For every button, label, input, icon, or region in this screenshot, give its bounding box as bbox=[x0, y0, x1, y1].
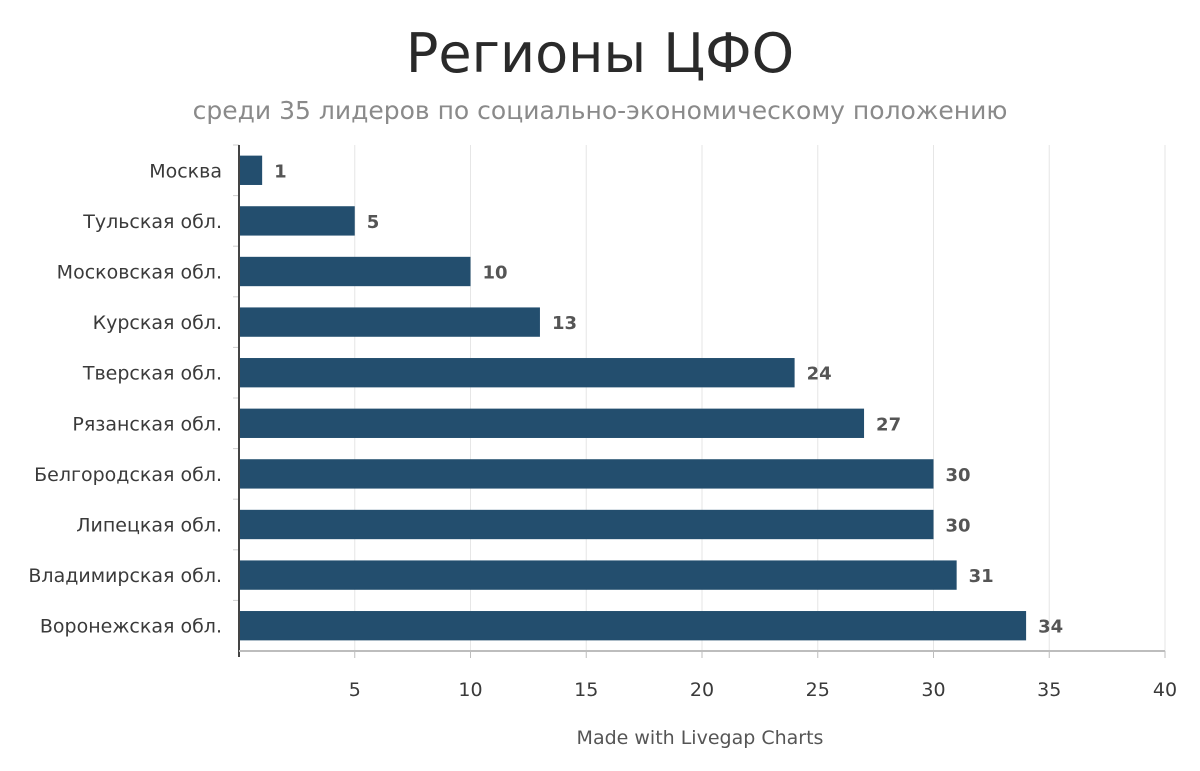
category-label-4: Тверская обл. bbox=[82, 363, 222, 385]
bar-0 bbox=[240, 155, 263, 185]
value-label-2: 10 bbox=[483, 263, 508, 284]
x-tick-label-0: 5 bbox=[349, 679, 361, 701]
category-label-8: Владимирская обл. bbox=[28, 565, 222, 587]
axes bbox=[233, 144, 1166, 658]
x-tick-label-7: 40 bbox=[1153, 679, 1177, 701]
x-tick-label-6: 35 bbox=[1037, 679, 1061, 701]
value-label-3: 13 bbox=[552, 313, 577, 334]
bar-6 bbox=[240, 459, 934, 489]
value-label-7: 30 bbox=[946, 516, 971, 537]
bar-7 bbox=[240, 509, 934, 540]
bar-3 bbox=[240, 307, 540, 337]
bars bbox=[240, 155, 1027, 641]
category-label-6: Белгородская обл. bbox=[34, 464, 222, 486]
value-label-0: 1 bbox=[274, 161, 287, 182]
x-tick-label-5: 30 bbox=[921, 679, 945, 701]
chart-title: Регионы ЦФО bbox=[405, 22, 795, 85]
category-label-7: Липецкая обл. bbox=[76, 515, 222, 537]
bar-2 bbox=[240, 256, 471, 287]
category-label-2: Московская обл. bbox=[57, 262, 222, 284]
bar-1 bbox=[240, 206, 355, 236]
bar-8 bbox=[240, 560, 957, 590]
value-label-9: 34 bbox=[1038, 617, 1063, 638]
bar-4 bbox=[240, 358, 795, 388]
value-label-8: 31 bbox=[969, 566, 994, 587]
value-label-4: 24 bbox=[807, 364, 832, 385]
x-tick-label-2: 15 bbox=[574, 679, 598, 701]
category-label-5: Рязанская обл. bbox=[72, 413, 222, 435]
labels: Москва 1 Тульская обл. 5 Московская обл. 10 Ку… bbox=[28, 160, 1177, 701]
value-label-5: 27 bbox=[876, 414, 901, 435]
bar-5 bbox=[240, 408, 865, 438]
value-label-1: 5 bbox=[367, 212, 380, 233]
x-tick-label-3: 20 bbox=[690, 679, 714, 701]
credit-text: Made with Livegap Charts bbox=[577, 727, 824, 749]
category-label-0: Москва bbox=[149, 160, 222, 182]
x-tick-label-1: 10 bbox=[458, 679, 482, 701]
value-label-6: 30 bbox=[946, 465, 971, 486]
chart-subtitle: среди 35 лидеров по социально-экономичес… bbox=[192, 96, 1008, 125]
category-label-9: Воронежская обл. bbox=[40, 616, 222, 638]
category-label-1: Тульская обл. bbox=[82, 211, 222, 233]
x-tick-label-4: 25 bbox=[806, 679, 830, 701]
bar-9 bbox=[240, 611, 1027, 641]
category-label-3: Курская обл. bbox=[93, 312, 222, 334]
